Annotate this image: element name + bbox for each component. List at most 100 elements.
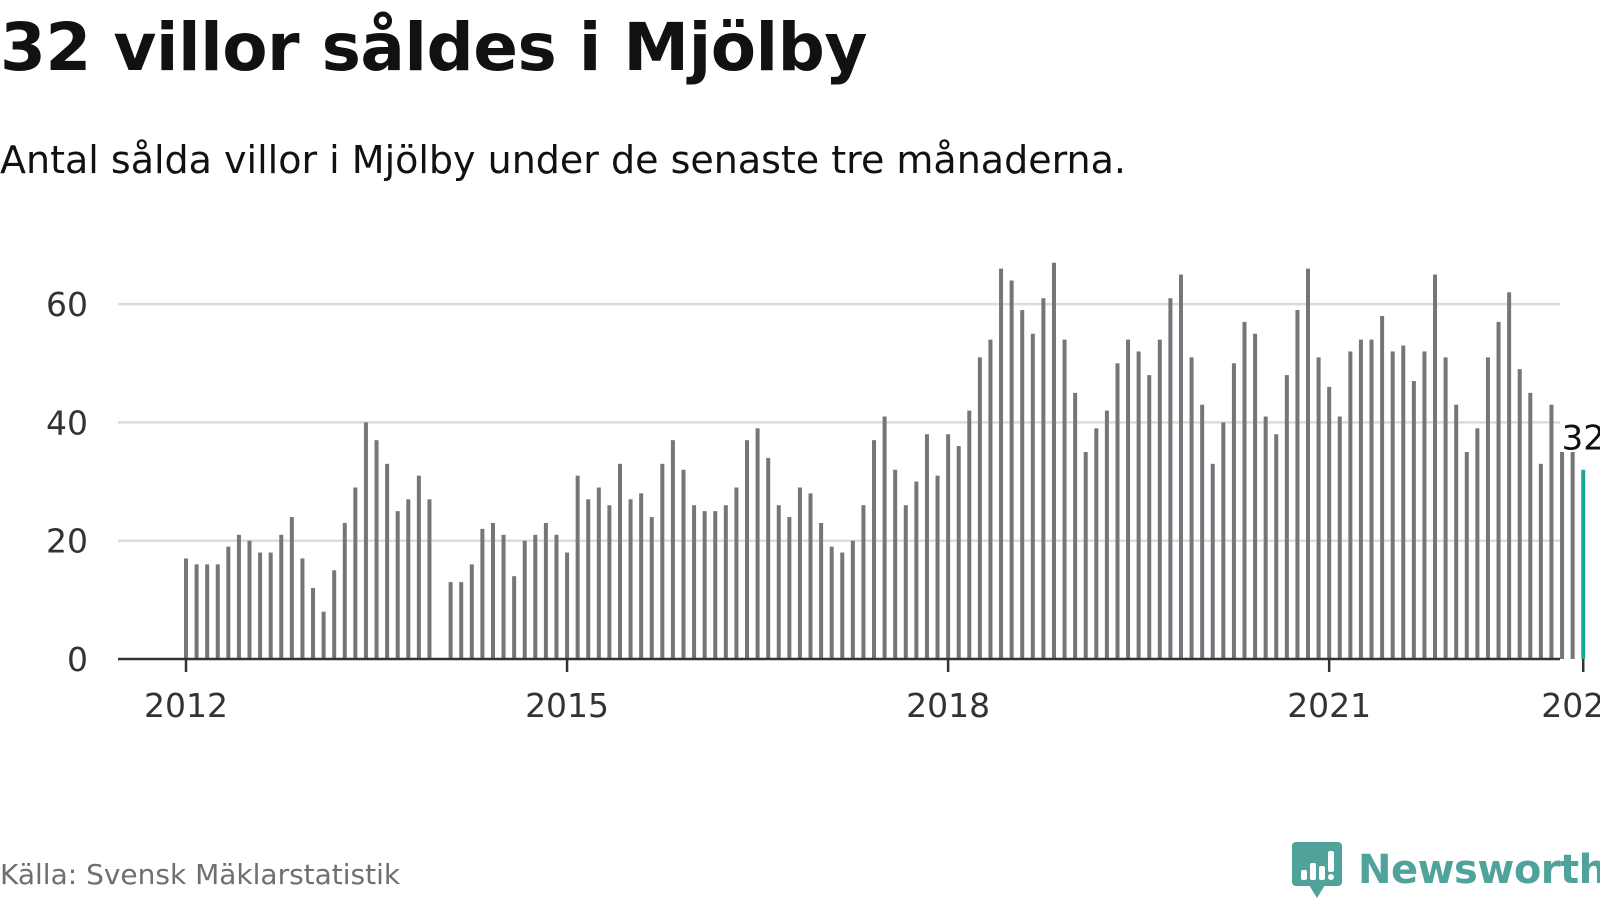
bar [1369,339,1374,659]
bar [1538,463,1543,659]
bar [1464,452,1469,659]
bar [745,440,750,659]
bar [1041,298,1046,659]
bar [797,487,802,659]
bar [1306,268,1311,659]
bar [1517,369,1522,659]
bar [1274,434,1279,659]
bar [1030,333,1035,659]
bar [1422,351,1427,659]
bar [586,499,591,659]
bar [236,534,241,659]
bar [840,552,845,659]
bar [1549,404,1554,659]
bar [1178,274,1183,659]
x-tick-label: 2021 [1287,686,1371,725]
bar [723,505,728,659]
bar [215,564,220,659]
bar [914,481,919,659]
bar [406,499,411,659]
bar [776,505,781,659]
bar [1327,386,1332,659]
bar [1295,310,1300,659]
bar [1284,375,1289,659]
bar [385,463,390,659]
bar [184,558,188,659]
bar [766,457,771,659]
bar [1570,452,1575,659]
bar [490,522,495,659]
bar [1401,345,1406,659]
bar [427,499,432,659]
bar [522,540,527,659]
bar [480,528,485,659]
bar [1062,339,1067,659]
bar [1263,416,1268,659]
bar [660,463,665,659]
bar [311,588,316,659]
bar [755,428,760,659]
bar [395,511,400,659]
bar [194,564,199,659]
bar [787,517,792,659]
bar [829,546,834,659]
bar [342,522,347,659]
bar [448,582,453,659]
x-tick-label: 2018 [906,686,990,725]
bar [1475,428,1480,659]
bar [1454,404,1459,659]
bar [670,440,675,659]
bar [554,534,559,659]
bar [575,475,580,659]
bar [903,505,908,659]
bar [628,499,633,659]
bar [1083,452,1088,659]
bar [1147,375,1152,659]
bar [1380,315,1385,659]
bar [1496,321,1501,659]
bar [1189,357,1194,659]
bar [1200,404,1205,659]
bar [924,434,929,659]
y-tick-label: 0 [67,640,88,679]
bar [247,540,252,659]
bar [681,469,686,659]
bar [1433,274,1438,659]
y-tick-label: 40 [46,403,88,442]
bar [226,546,231,659]
bar [1411,381,1416,659]
bar [861,505,866,659]
bar [374,440,379,659]
bar [1126,339,1131,659]
bar [1560,452,1565,659]
bar [1051,262,1056,659]
source-note: Källa: Svensk Mäklarstatistik [0,858,401,891]
bar [819,522,824,659]
bar [1168,298,1173,659]
bar [353,487,358,659]
bar [808,493,813,659]
bar [1348,351,1353,659]
bar [882,416,887,659]
bar [639,493,644,659]
bar [543,522,548,659]
bar [1443,357,1448,659]
bar [268,552,273,659]
bar [596,487,601,659]
bar [692,505,697,659]
x-tick-label: 2015 [525,686,609,725]
bar [205,564,210,659]
bar [1115,363,1120,659]
bar [967,410,972,659]
bar [565,552,570,659]
chart-subtitle: Antal sålda villor i Mjölby under de sen… [0,138,1126,182]
bar [893,469,898,659]
brand-logo: Newsworthy [1292,842,1600,898]
bar [332,570,337,659]
bar [1507,292,1512,659]
bar [501,534,506,659]
bar [1020,310,1025,659]
bar [1157,339,1162,659]
bar [300,558,305,659]
